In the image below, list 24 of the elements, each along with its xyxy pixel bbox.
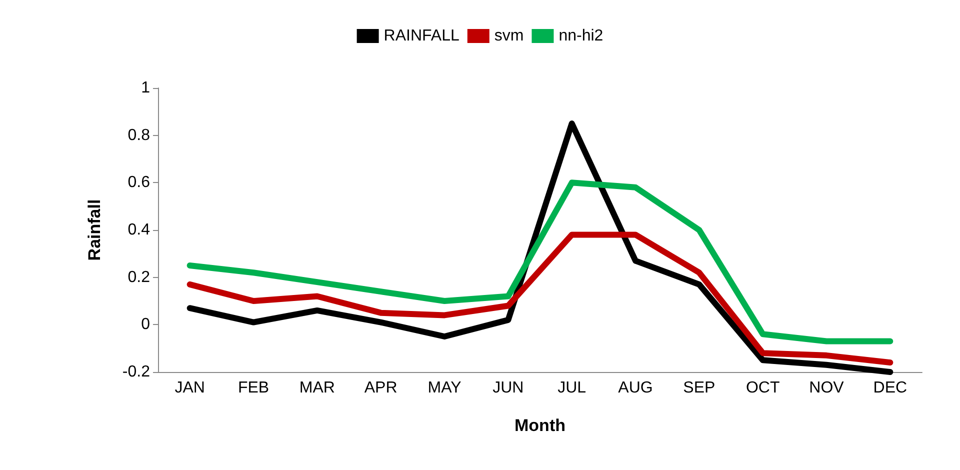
legend-label: RAINFALL [384,28,460,44]
x-tick-label: MAY [428,380,462,396]
x-axis-title: Month [514,416,566,435]
y-axis-title: Rainfall [85,199,104,261]
x-tick-label: JAN [174,380,205,396]
x-tick-label: JUL [558,380,586,396]
y-tick-label: 0.8 [128,126,150,144]
y-tick-label: 0.4 [128,222,150,238]
y-tick-label: -0.2 [122,364,150,380]
x-tick-label: DEC [873,380,908,396]
x-tick-label: JUN [492,380,524,396]
x-tick-label: OCT [746,380,780,396]
x-tick-label: MAR [299,380,335,396]
y-tick-label: 1 [141,80,150,96]
x-tick-label: APR [364,380,398,396]
y-tick-label: 0 [141,316,150,334]
legend-label: svm [494,28,524,44]
x-tick-label: FEB [238,380,270,396]
x-tick-label: SEP [683,380,716,396]
y-tick-label: 0.6 [128,174,150,192]
x-tick-label: AUG [618,380,653,396]
legend-label: nn-hi2 [558,28,604,44]
y-tick-label: 0.2 [128,268,150,286]
x-tick-label: NOV [809,380,844,396]
